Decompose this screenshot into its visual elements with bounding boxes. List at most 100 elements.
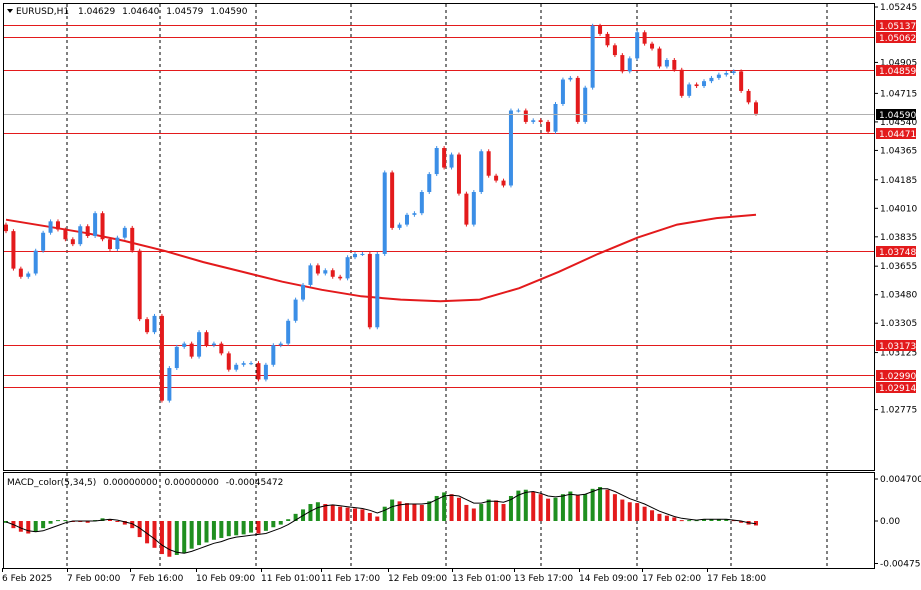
candle-body[interactable] (397, 224, 402, 228)
candle-body[interactable] (145, 319, 150, 333)
candle-body[interactable] (598, 25, 603, 34)
candle-body[interactable] (323, 270, 328, 274)
candle-body[interactable] (456, 154, 461, 194)
candle-body[interactable] (234, 364, 239, 370)
symbol-header[interactable]: EURUSD,H1 1.04629 1.04640 1.04579 1.0459… (7, 7, 248, 17)
candle-body[interactable] (404, 214, 409, 225)
candle-body[interactable] (353, 253, 358, 258)
candle-body[interactable] (672, 59, 677, 70)
candle-body[interactable] (479, 151, 484, 193)
candle-body[interactable] (70, 239, 75, 245)
candle-body[interactable] (375, 253, 380, 328)
candle-body[interactable] (642, 32, 647, 44)
candle-body[interactable] (122, 227, 127, 238)
candle-body[interactable] (18, 268, 23, 277)
dropdown-triangle-icon[interactable] (7, 9, 13, 13)
candle-body[interactable] (219, 343, 224, 354)
level-tag[interactable] (876, 128, 916, 139)
candle-body[interactable] (26, 273, 31, 277)
candle-body[interactable] (159, 315, 164, 401)
candle-body[interactable] (494, 175, 499, 181)
candle-body[interactable] (197, 332, 202, 357)
candle-body[interactable] (650, 43, 655, 49)
candle-body[interactable] (85, 226, 90, 237)
candle-body[interactable] (4, 224, 8, 232)
candle-body[interactable] (256, 363, 261, 380)
level-tag[interactable] (876, 370, 916, 381)
candle-body[interactable] (560, 79, 565, 104)
candle-body[interactable] (434, 147, 439, 175)
candle-body[interactable] (93, 213, 98, 237)
candle-body[interactable] (508, 110, 513, 186)
candle-body[interactable] (115, 237, 120, 250)
candle-body[interactable] (553, 103, 558, 132)
candle-body[interactable] (590, 25, 595, 88)
candle-body[interactable] (55, 221, 60, 230)
candle-body[interactable] (41, 232, 46, 251)
candle-body[interactable] (546, 121, 551, 132)
level-tag[interactable] (876, 340, 916, 351)
candles[interactable] (4, 23, 758, 403)
candle-body[interactable] (301, 284, 306, 300)
candle-body[interactable] (664, 59, 669, 67)
level-tag[interactable] (876, 20, 916, 31)
candle-body[interactable] (211, 343, 216, 346)
candle-body[interactable] (167, 368, 172, 401)
candle-body[interactable] (635, 32, 640, 59)
candle-body[interactable] (531, 120, 536, 122)
candle-body[interactable] (501, 180, 506, 186)
candle-body[interactable] (657, 48, 662, 67)
candle-body[interactable] (204, 332, 209, 346)
candle-body[interactable] (130, 227, 135, 251)
candle-body[interactable] (174, 346, 179, 369)
candle-body[interactable] (739, 71, 744, 91)
candle-body[interactable] (612, 45, 617, 56)
candle-body[interactable] (709, 77, 714, 82)
candle-body[interactable] (583, 87, 588, 122)
candle-body[interactable] (360, 253, 365, 255)
candle-body[interactable] (464, 193, 469, 225)
candle-body[interactable] (286, 320, 291, 344)
candle-body[interactable] (382, 172, 387, 254)
candle-body[interactable] (33, 250, 38, 274)
candle-body[interactable] (746, 90, 751, 103)
current-price-tag[interactable] (876, 109, 916, 120)
candle-body[interactable] (241, 363, 246, 365)
candle-body[interactable] (152, 315, 157, 333)
time-axis[interactable]: 6 Feb 2025 7 Feb 00:00 7 Feb 16:00 10 Feb 0… (2, 568, 766, 584)
candle-body[interactable] (427, 174, 432, 193)
candle-body[interactable] (107, 239, 112, 250)
candle-body[interactable] (263, 364, 268, 380)
candle-body[interactable] (538, 120, 543, 122)
candle-body[interactable] (338, 276, 343, 279)
candle-body[interactable] (249, 363, 254, 365)
candle-body[interactable] (724, 73, 729, 75)
candle-body[interactable] (568, 77, 573, 80)
candle-body[interactable] (471, 192, 476, 225)
candle-body[interactable] (367, 253, 372, 328)
candle-body[interactable] (315, 265, 320, 274)
horizontal-levels[interactable] (4, 25, 874, 388)
candle-body[interactable] (182, 343, 187, 347)
candle-body[interactable] (330, 270, 335, 277)
level-tag[interactable] (876, 246, 916, 257)
candle-body[interactable] (716, 74, 721, 78)
candle-body[interactable] (137, 250, 142, 320)
candle-body[interactable] (271, 345, 276, 365)
candle-body[interactable] (78, 226, 83, 245)
candle-body[interactable] (627, 58, 632, 72)
candle-body[interactable] (575, 77, 580, 122)
candle-body[interactable] (308, 265, 313, 285)
candle-body[interactable] (11, 231, 16, 269)
candle-body[interactable] (412, 213, 417, 215)
candle-body[interactable] (390, 172, 395, 228)
candle-body[interactable] (687, 84, 692, 96)
level-tags[interactable]: 1.05137 1.05062 1.04859 1.04471 1.03748 1.031… (876, 20, 916, 394)
candle-body[interactable] (278, 343, 283, 346)
candle-body[interactable] (345, 257, 350, 279)
candle-body[interactable] (516, 110, 521, 112)
candle-body[interactable] (731, 71, 736, 74)
level-tag[interactable] (876, 32, 916, 43)
candle-body[interactable] (620, 55, 625, 72)
